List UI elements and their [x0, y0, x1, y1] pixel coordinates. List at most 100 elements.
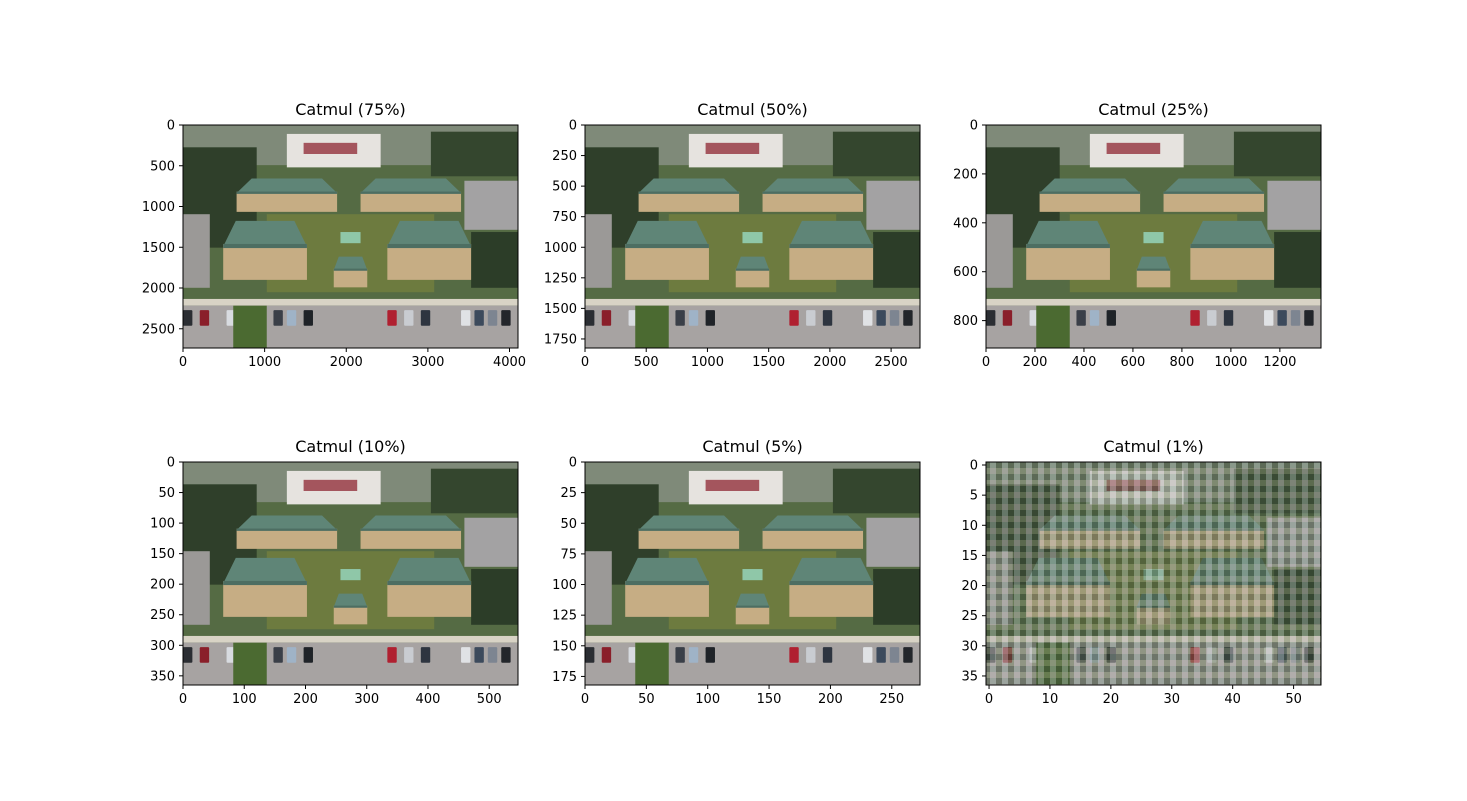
aerial-image	[986, 125, 1321, 348]
y-tick-label: 0	[970, 119, 978, 134]
y-tick-label: 15	[961, 549, 978, 564]
subplot-title: Catmul (10%)	[295, 437, 406, 456]
x-tick-label: 0	[179, 692, 187, 707]
x-tick-label: 50	[1285, 692, 1302, 707]
subplot-3: Catmul (25%) 0 200 400 600 800 1000 1200 0 200 400…	[953, 100, 1322, 370]
subplot-6: Catmul (1%) 0 10 20 30 40 50 0 5 10 15 20 25 30 35	[961, 437, 1322, 707]
x-tick-label: 30	[1163, 692, 1180, 707]
axes-frame	[182, 461, 519, 686]
x-tick-label: 600	[1121, 355, 1146, 370]
y-tick-label: 600	[953, 265, 978, 280]
aerial-image	[183, 462, 518, 685]
subplot-grid: Catmul (75%)0 1000 2000 3000 400005001000150…	[142, 100, 1322, 707]
y-tick-label: 1750	[544, 332, 577, 347]
y-tick-label: 5	[970, 489, 978, 504]
y-tick-label: 175	[552, 670, 577, 685]
aerial-image	[585, 462, 920, 685]
y-tick-label: 350	[150, 669, 175, 684]
subplot-5: Catmul (5%) 0 50 100 150 200 250 0 25 50 75 100 125 1…	[552, 437, 921, 707]
aerial-image	[183, 125, 518, 348]
y-tick-label: 800	[953, 314, 978, 329]
y-tick-label: 400	[953, 216, 978, 231]
y-tick-label: 750	[552, 210, 577, 225]
x-tick-label: 20	[1103, 692, 1120, 707]
y-tick-label: 300	[150, 639, 175, 654]
y-tick-label: 150	[552, 639, 577, 654]
x-tick-label: 2500	[875, 355, 908, 370]
y-tick-label: 150	[150, 547, 175, 562]
y-tick-label: 1500	[544, 302, 577, 317]
x-tick-label: 3000	[411, 355, 444, 370]
y-tick-label: 2500	[142, 322, 175, 337]
x-tick-label: 800	[1169, 355, 1194, 370]
y-tick-label: 125	[552, 609, 577, 624]
y-tick-label: 200	[953, 167, 978, 182]
x-tick-label: 0	[982, 355, 990, 370]
y-tick-label: 0	[569, 119, 577, 134]
y-tick-label: 1000	[142, 200, 175, 215]
x-tick-label: 1500	[752, 355, 785, 370]
subplot-title: Catmul (1%)	[1103, 437, 1203, 456]
subplot-2: Catmul (50%) 0 500 1000 1500 2000 2500 0 250 500 7…	[544, 100, 921, 370]
y-tick-label: 200	[150, 578, 175, 593]
y-tick-label: 250	[552, 149, 577, 164]
subplot-4: Catmul (10%) 0 100 200 300 400 500 0 50 100 150 200…	[150, 437, 519, 707]
x-tick-label: 200	[818, 692, 843, 707]
x-tick-label: 50	[638, 692, 655, 707]
x-tick-label: 0	[985, 692, 993, 707]
x-tick-label: 10	[1042, 692, 1059, 707]
y-tick-label: 0	[167, 456, 175, 471]
axes-frame	[985, 461, 1322, 686]
x-tick-label: 250	[879, 692, 904, 707]
x-tick-label: 400	[416, 692, 441, 707]
subplot-title: Catmul (5%)	[702, 437, 802, 456]
y-tick-label: 0	[167, 119, 175, 134]
x-tick-label: 500	[477, 692, 502, 707]
x-tick-label: 2000	[330, 355, 363, 370]
x-tick-label: 1000	[1214, 355, 1247, 370]
x-tick-label: 2000	[813, 355, 846, 370]
y-tick-label: 30	[961, 639, 978, 654]
y-tick-label: 10	[961, 519, 978, 534]
x-tick-label: 4000	[493, 355, 526, 370]
subplot-title: Catmul (50%)	[697, 100, 808, 119]
x-tick-label: 0	[179, 355, 187, 370]
y-tick-label: 25	[961, 609, 978, 624]
x-tick-label: 1200	[1263, 355, 1296, 370]
x-tick-label: 1000	[691, 355, 724, 370]
x-tick-label: 200	[293, 692, 318, 707]
y-tick-label: 35	[961, 669, 978, 684]
axes-frame	[182, 124, 519, 349]
x-tick-label: 200	[1023, 355, 1048, 370]
y-tick-label: 250	[150, 608, 175, 623]
axes-frame	[584, 124, 921, 349]
y-tick-label: 500	[150, 159, 175, 174]
x-tick-label: 400	[1072, 355, 1097, 370]
y-tick-label: 50	[158, 486, 175, 501]
aerial-image	[585, 125, 920, 348]
x-tick-label: 1000	[248, 355, 281, 370]
y-tick-label: 20	[961, 579, 978, 594]
x-tick-label: 100	[232, 692, 257, 707]
x-tick-label: 0	[581, 692, 589, 707]
y-tick-label: 100	[150, 517, 175, 532]
axes-frame	[584, 461, 921, 686]
y-tick-label: 0	[970, 459, 978, 474]
x-tick-label: 100	[695, 692, 720, 707]
y-tick-label: 1250	[544, 271, 577, 286]
x-tick-label: 0	[581, 355, 589, 370]
y-tick-label: 500	[552, 180, 577, 195]
y-tick-label: 75	[560, 547, 577, 562]
x-tick-label: 500	[634, 355, 659, 370]
x-tick-label: 150	[757, 692, 782, 707]
y-tick-label: 50	[560, 517, 577, 532]
y-tick-label: 0	[569, 456, 577, 471]
x-tick-label: 40	[1224, 692, 1241, 707]
y-tick-label: 100	[552, 578, 577, 593]
axes-frame	[985, 124, 1322, 349]
subplot-1: Catmul (75%) 0 1000 2000 3000 4000 0 500 1000 150…	[142, 100, 526, 370]
subplot-title: Catmul (75%)	[295, 100, 406, 119]
aerial-image	[986, 462, 1321, 685]
y-tick-label: 25	[560, 486, 577, 501]
